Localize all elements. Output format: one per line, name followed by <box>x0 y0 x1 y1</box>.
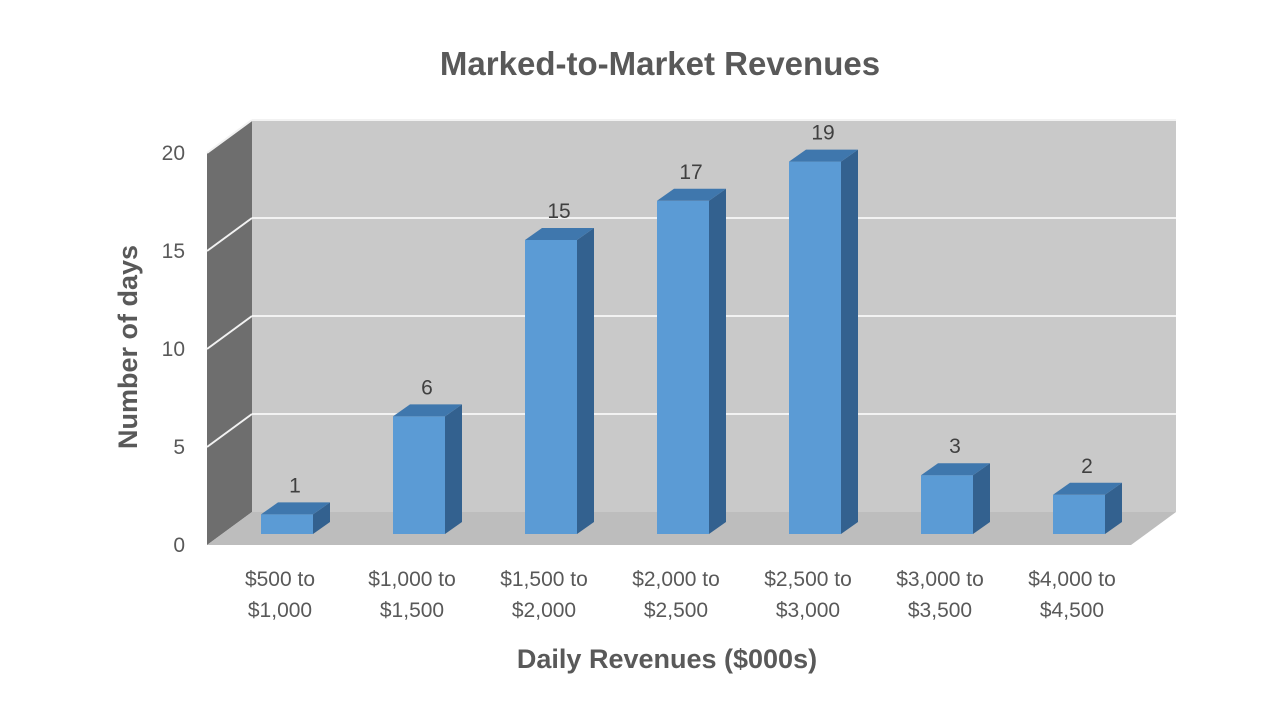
bar <box>393 404 462 534</box>
bar-top <box>525 228 594 240</box>
y-axis-title: Number of days <box>113 245 143 449</box>
data-label: 3 <box>949 435 961 458</box>
bar-side <box>313 502 330 534</box>
bar-front <box>921 475 973 534</box>
gridline-side <box>206 413 253 448</box>
data-label: 17 <box>679 161 702 184</box>
data-label: 2 <box>1081 455 1093 478</box>
gridline-side <box>206 217 253 252</box>
bar-front <box>789 161 841 534</box>
x-axis-title: Daily Revenues ($000s) <box>517 644 817 674</box>
bar <box>921 463 990 534</box>
bar-side <box>1105 482 1122 534</box>
bar <box>789 149 858 534</box>
bars <box>261 149 1122 535</box>
x-tick-label: $4,500 <box>1040 599 1104 622</box>
bar-top <box>657 188 726 201</box>
gridline-side <box>206 119 253 154</box>
x-tick-label: $3,500 <box>908 599 972 622</box>
x-tick-label: $2,000 <box>512 599 576 622</box>
x-tick-label: $500 to <box>245 568 315 591</box>
bar-top <box>1053 482 1122 495</box>
y-tick-label: 15 <box>162 240 185 263</box>
bar-side <box>577 228 594 534</box>
x-tick-label: $3,000 to <box>896 568 984 591</box>
x-tick-label: $2,000 to <box>632 568 720 591</box>
bar-side <box>445 404 462 534</box>
y-tick-label: 20 <box>162 142 185 165</box>
bar <box>1053 482 1122 534</box>
chart-title: Marked-to-Market Revenues <box>440 45 880 82</box>
data-label: 19 <box>811 122 834 145</box>
bar-front <box>1053 494 1105 534</box>
x-tick-label: $1,500 <box>380 599 444 622</box>
x-tick-label: $2,500 <box>644 599 708 622</box>
y-tick-label: 10 <box>162 338 185 361</box>
data-label: 15 <box>547 200 570 223</box>
data-label: 6 <box>421 376 433 399</box>
bar-front <box>261 514 313 534</box>
bar-front <box>525 240 577 534</box>
bar <box>525 228 594 534</box>
gridline-side <box>206 315 253 350</box>
bar <box>261 502 330 534</box>
x-tick-label: $2,500 to <box>764 568 852 591</box>
data-label: 1 <box>289 474 301 497</box>
y-tick-label: 0 <box>173 534 185 557</box>
data-labels: 1 6 15 17 19 3 2 <box>289 122 1093 498</box>
bar-side <box>841 149 858 534</box>
bar <box>657 188 726 535</box>
x-axis-categories: $500 to $1,000 $1,000 to $1,500 $1,500 to $2,… <box>245 568 1116 622</box>
bar-top <box>393 404 462 417</box>
bar-top <box>789 149 858 162</box>
bar-side <box>709 188 726 535</box>
x-tick-label: $3,000 <box>776 599 840 622</box>
y-tick-label: 5 <box>173 436 185 459</box>
bar-top <box>261 502 330 515</box>
bar-front <box>657 200 709 535</box>
x-tick-label: $1,500 to <box>500 568 588 591</box>
bar-top <box>921 463 990 476</box>
x-tick-label: $1,000 to <box>368 568 456 591</box>
bar-front <box>393 416 445 534</box>
x-tick-label: $1,000 <box>248 599 312 622</box>
y-axis-ticks: 0 5 10 15 20 <box>162 142 185 557</box>
bar-side <box>973 463 990 534</box>
x-tick-label: $4,000 to <box>1028 568 1116 591</box>
